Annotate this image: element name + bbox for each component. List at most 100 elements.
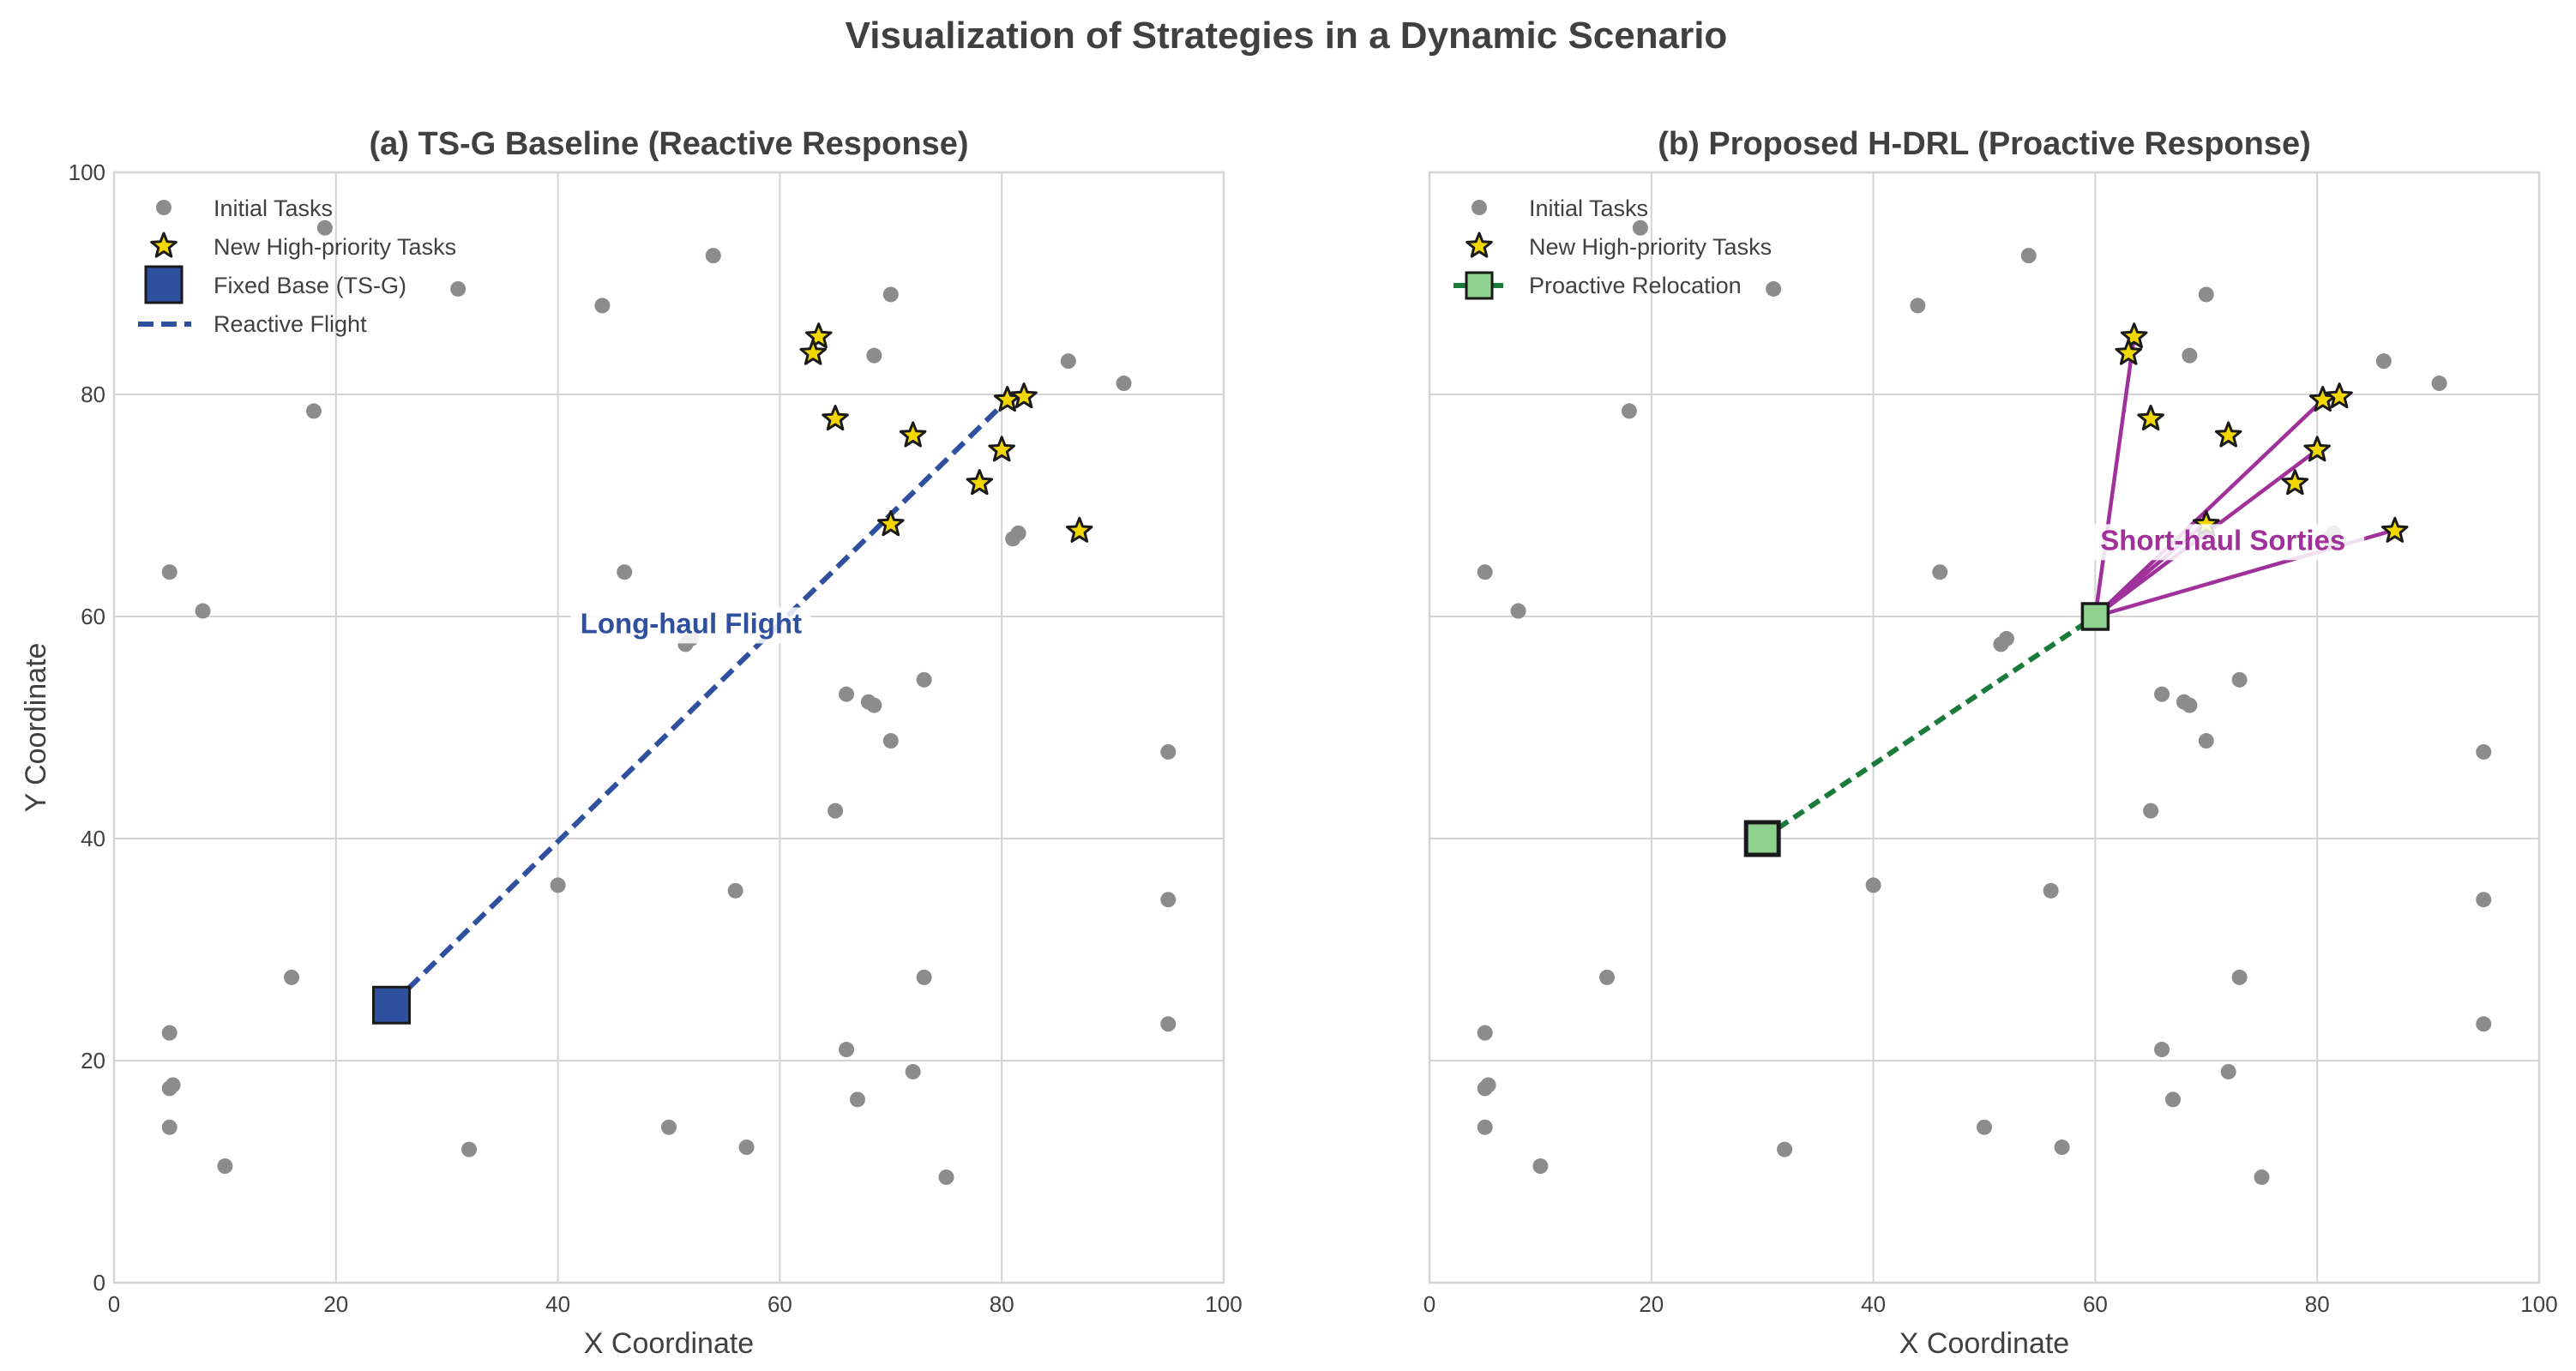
- plot-frame: [112, 171, 1225, 1284]
- new-task-star: [2381, 516, 2409, 543]
- initial-task-point: [2154, 686, 2170, 702]
- new-task-star: [988, 436, 1015, 462]
- initial-task-point: [2476, 1016, 2492, 1032]
- x-tick-label: 80: [990, 1291, 1014, 1317]
- y-tick-label: 40: [81, 826, 105, 851]
- initial-task-point: [1766, 280, 1782, 297]
- x-tick-label: 100: [2520, 1291, 2557, 1317]
- x-tick-label: 20: [1639, 1291, 1664, 1317]
- initial-task-point: [217, 1158, 233, 1175]
- legend-item: New High-priority Tasks: [150, 232, 456, 260]
- legend-item: Initial Tasks: [1472, 195, 1648, 221]
- initial-task-point: [316, 219, 333, 236]
- initial-task-point: [1510, 603, 1526, 619]
- y-tick-label: 100: [69, 159, 105, 185]
- initial-task-point: [1932, 564, 1948, 580]
- figure-title: Visualization of Strategies in a Dynamic…: [846, 15, 1728, 57]
- initial-task-point: [2375, 353, 2392, 370]
- new-task-star: [2115, 339, 2142, 365]
- initial-task-point: [661, 1119, 677, 1135]
- legend-square-icon: [1465, 271, 1494, 300]
- initial-task-point: [916, 969, 932, 985]
- x-tick-label: 80: [2305, 1291, 2330, 1317]
- initial-task-point: [1632, 219, 1648, 236]
- legend-label: New High-priority Tasks: [214, 234, 456, 260]
- initial-task-point: [2164, 1091, 2181, 1108]
- initial-task-point: [905, 1063, 921, 1079]
- new-task-star: [822, 405, 849, 431]
- new-task-star: [2214, 421, 2242, 448]
- initial-task-point: [1477, 1119, 1493, 1135]
- legend-label: New High-priority Tasks: [1529, 234, 1772, 260]
- initial-task-point: [1998, 630, 2014, 646]
- initial-task-point: [461, 1141, 478, 1158]
- legend-item: Proactive Relocation: [1454, 271, 1742, 300]
- new-task-star: [2281, 469, 2309, 496]
- legend-item: Fixed Base (TS-G): [144, 265, 406, 304]
- initial-task-point: [1532, 1158, 1549, 1175]
- new-task-star: [1010, 382, 1038, 409]
- new-task-star: [899, 421, 927, 448]
- legend-dot-icon: [1472, 200, 1487, 215]
- new-task-star: [966, 469, 994, 496]
- new-task-star: [804, 322, 833, 349]
- panel-title: (b) Proposed H-DRL (Proactive Response): [1658, 126, 2311, 162]
- new-task-star: [877, 510, 905, 537]
- initial-task-point: [866, 697, 882, 713]
- initial-task-point: [1116, 376, 1132, 392]
- new-task-star: [2120, 322, 2148, 349]
- legend-star-icon: [1466, 232, 1493, 258]
- initial-task-point: [2254, 1169, 2270, 1185]
- initial-task-point: [2054, 1139, 2070, 1156]
- initial-task-point: [161, 1025, 178, 1041]
- x-tick-label: 20: [323, 1291, 348, 1317]
- x-tick-label: 0: [1423, 1291, 1435, 1317]
- initial-task-point: [594, 298, 611, 314]
- initial-task-point: [550, 877, 566, 893]
- y-tick-label: 20: [81, 1048, 105, 1073]
- initial-task-point: [2198, 286, 2214, 303]
- initial-task-point: [839, 1042, 855, 1058]
- y-tick-label: 0: [93, 1270, 105, 1296]
- legend-dot-icon: [156, 200, 172, 215]
- initial-task-point: [284, 969, 300, 985]
- initial-task-point: [2476, 743, 2492, 760]
- initial-task-point: [1599, 969, 1616, 985]
- x-tick-label: 60: [2083, 1291, 2108, 1317]
- initial-task-point: [1160, 1016, 1177, 1032]
- initial-task-point: [2143, 803, 2159, 819]
- legend-label: Reactive Flight: [214, 311, 367, 337]
- legend-label: Proactive Relocation: [1529, 273, 1742, 298]
- initial-task-point: [839, 686, 855, 702]
- reactive-flight-line: [389, 398, 1009, 1007]
- x-tick-label: 100: [1205, 1291, 1242, 1317]
- initial-task-point: [866, 347, 882, 364]
- initial-task-point: [882, 286, 899, 303]
- initial-task-point: [2198, 733, 2214, 749]
- relocation-end-marker: [2080, 602, 2110, 631]
- initial-task-point: [165, 1077, 181, 1093]
- panel-title: (a) TS-G Baseline (Reactive Response): [370, 126, 969, 162]
- initial-task-point: [2220, 1063, 2236, 1079]
- legend-label: Initial Tasks: [1529, 195, 1648, 221]
- legend-item: Initial Tasks: [156, 195, 333, 221]
- legend-star-icon: [150, 232, 178, 258]
- initial-task-point: [1621, 403, 1637, 419]
- initial-task-point: [617, 564, 633, 580]
- x-tick-label: 40: [545, 1291, 570, 1317]
- annotation-background: [2081, 524, 2365, 561]
- initial-task-point: [828, 803, 844, 819]
- initial-task-point: [938, 1169, 954, 1185]
- y-tick-label: 80: [81, 382, 105, 407]
- initial-task-point: [195, 603, 211, 619]
- initial-task-point: [2020, 248, 2037, 264]
- initial-task-point: [450, 280, 466, 297]
- proactive-relocation-line: [1760, 614, 2098, 841]
- initial-task-point: [916, 671, 932, 688]
- initial-task-point: [849, 1091, 865, 1108]
- initial-task-point: [1160, 743, 1177, 760]
- initial-task-point: [1477, 564, 1493, 580]
- annotation-label: Short-haul Sorties: [2100, 524, 2345, 556]
- x-axis-label: X Coordinate: [1899, 1327, 2069, 1360]
